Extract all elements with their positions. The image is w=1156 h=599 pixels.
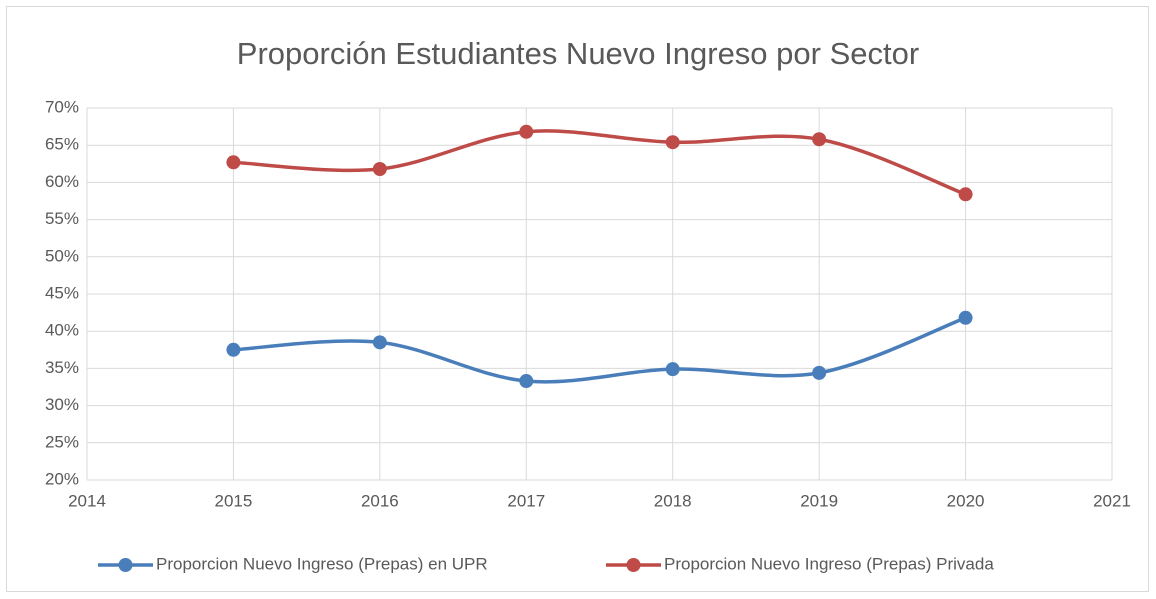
- y-tick-label: 35%: [45, 358, 79, 377]
- x-tick-label: 2016: [361, 491, 399, 510]
- y-tick-label: 65%: [45, 135, 79, 154]
- y-tick-label: 60%: [45, 172, 79, 191]
- x-tick-label: 2020: [947, 491, 985, 510]
- y-tick-label: 50%: [45, 246, 79, 265]
- data-point: [812, 365, 827, 380]
- y-tick-label: 40%: [45, 321, 79, 340]
- data-point: [226, 342, 241, 357]
- chart-frame: [6, 6, 1149, 592]
- data-point: [372, 162, 387, 177]
- y-tick-label: 25%: [45, 432, 79, 451]
- legend-marker: [626, 558, 641, 572]
- data-point: [958, 310, 973, 325]
- y-tick-label: 70%: [45, 97, 79, 116]
- x-tick-label: 2017: [507, 491, 545, 510]
- data-point: [812, 132, 827, 147]
- data-point: [519, 374, 534, 389]
- y-tick-label: 55%: [45, 209, 79, 228]
- data-point: [519, 124, 534, 139]
- chart-title: Proporción Estudiantes Nuevo Ingreso por…: [237, 36, 919, 71]
- x-tick-label: 2015: [215, 491, 253, 510]
- y-tick-label: 30%: [45, 395, 79, 414]
- x-tick-label: 2014: [68, 491, 106, 510]
- legend-label: Proporcion Nuevo Ingreso (Prepas) en UPR: [156, 554, 488, 573]
- series-line: [233, 316, 967, 384]
- legend-marker: [118, 558, 133, 572]
- legend-label: Proporcion Nuevo Ingreso (Prepas) Privad…: [664, 554, 994, 573]
- data-point: [958, 187, 973, 202]
- y-tick-label: 20%: [45, 469, 79, 488]
- x-tick-label: 2021: [1093, 491, 1131, 510]
- y-tick-label: 45%: [45, 283, 79, 302]
- x-tick-label: 2018: [654, 491, 692, 510]
- data-point: [226, 155, 241, 170]
- data-point: [372, 335, 387, 350]
- x-tick-label: 2019: [800, 491, 838, 510]
- data-point: [665, 135, 680, 150]
- data-point: [665, 362, 680, 377]
- series-line: [233, 129, 967, 196]
